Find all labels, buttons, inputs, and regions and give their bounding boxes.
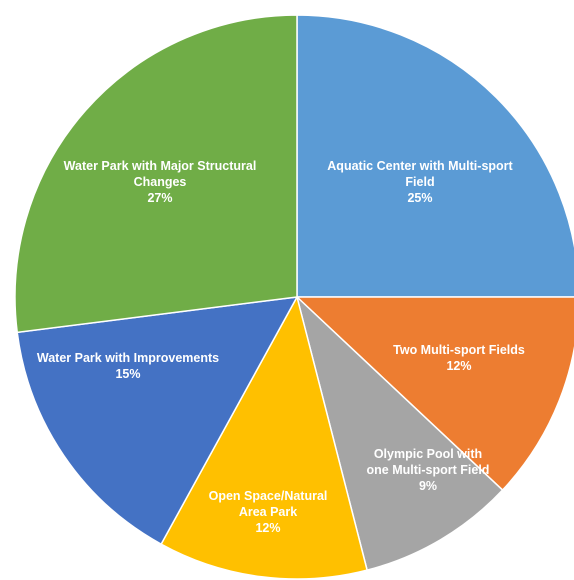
pie-slice-5 <box>16 296 299 546</box>
slice-percent-label: 9% <box>419 479 437 493</box>
slice-name-label: Field <box>405 175 434 189</box>
slice-label-4: Open Space/Natural Area Park 12% <box>209 489 328 535</box>
pie-slice-6 <box>14 14 298 334</box>
slice-name-label: Two Multi-sport Fields <box>393 343 525 357</box>
pie-slice-3 <box>295 294 504 572</box>
pie-slice-4 <box>160 294 369 580</box>
slice-name-label: Water Park with Major Structural <box>64 159 257 173</box>
slice-label-3: Olympic Pool with one Multi-sport Field 9% <box>367 447 490 493</box>
pie-slice-1 <box>296 14 574 298</box>
pie-slice-2 <box>295 296 574 492</box>
slice-name-label: Water Park with Improvements <box>37 351 219 365</box>
slice-percent-label: 25% <box>407 191 432 205</box>
pie-labels: Aquatic Center with Multi-sport Field 25% T… <box>37 159 525 535</box>
slice-percent-label: 15% <box>115 367 140 381</box>
slice-name-label: Olympic Pool with <box>374 447 482 461</box>
slice-name-label: Aquatic Center with Multi-sport <box>327 159 513 173</box>
slice-label-5: Water Park with Improvements 15% <box>37 351 219 381</box>
slice-label-2: Two Multi-sport Fields 12% <box>393 343 525 373</box>
slice-name-label: one Multi-sport Field <box>367 463 490 477</box>
slice-percent-label: 12% <box>255 521 280 535</box>
slice-name-label: Changes <box>134 175 187 189</box>
slice-name-label: Area Park <box>239 505 297 519</box>
pie-slices <box>14 14 574 580</box>
slice-percent-label: 27% <box>147 191 172 205</box>
slice-label-6: Water Park with Major Structural Changes 2… <box>64 159 257 205</box>
slice-name-label: Open Space/Natural <box>209 489 328 503</box>
slice-percent-label: 12% <box>446 359 471 373</box>
slice-label-1: Aquatic Center with Multi-sport Field 25% <box>327 159 513 205</box>
